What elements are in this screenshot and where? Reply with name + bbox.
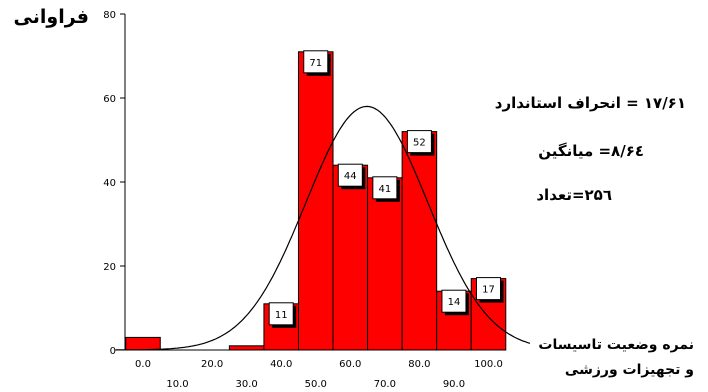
histogram-bar <box>367 177 403 351</box>
bar-label-box <box>303 50 329 74</box>
bar-label-text: 52 <box>413 138 426 149</box>
y-tick-label: 0 <box>110 346 116 357</box>
y-tick-label: 60 <box>103 94 116 105</box>
y-tick-label: 40 <box>103 178 116 189</box>
bar-label-box <box>476 277 501 301</box>
y-tick-label: 80 <box>103 10 116 21</box>
bar-label-text: 71 <box>309 58 322 69</box>
bar-label-text: 44 <box>344 171 357 182</box>
bar-label-text: 41 <box>378 184 391 195</box>
x-tick-label: 30.0 <box>236 379 258 390</box>
x-tick-label: 0.0 <box>135 359 151 370</box>
bar-label-box <box>372 176 398 200</box>
bar-value-label: 11 <box>268 302 297 328</box>
x-axis-label-line1: نمره وضعیت تاسیسات <box>538 337 694 353</box>
std-dev-stat: ۱۷/۶۱ = انحراف استاندارد <box>494 94 686 112</box>
x-tick-label: 50.0 <box>305 379 327 390</box>
bar-value-label: 41 <box>372 176 400 202</box>
histogram-bar <box>228 345 265 351</box>
bar-label-text: 14 <box>448 297 461 308</box>
x-tick-label: 70.0 <box>374 379 396 390</box>
x-tick-label: 60.0 <box>339 359 361 370</box>
histogram-bar <box>297 51 334 351</box>
bar-value-label: 17 <box>476 277 504 303</box>
x-tick-label: 10.0 <box>166 379 188 390</box>
bar-label-text: 11 <box>275 310 288 321</box>
bar-label-text: 17 <box>482 285 495 296</box>
x-tick-label: 80.0 <box>408 359 430 370</box>
bar-value-label: 44 <box>337 163 366 190</box>
bar-value-label: 52 <box>406 130 435 156</box>
x-tick-label: 40.0 <box>270 359 292 370</box>
histogram-bar <box>125 336 161 351</box>
y-axis-label: فراوانی <box>13 6 89 28</box>
mean-stat: ۶٤/۸= میانگین <box>538 142 644 160</box>
histogram-bar <box>401 131 438 351</box>
x-axis-label-line2: و تجهیزات ورزشی <box>564 362 694 378</box>
count-stat: ۲۵٦=تعداد <box>536 186 612 204</box>
bar-label-box <box>337 163 363 187</box>
normal-curve <box>115 105 531 351</box>
bar-label-box <box>406 130 432 154</box>
x-tick-label: 100.0 <box>474 359 503 370</box>
bar-label-box <box>441 289 467 313</box>
bar-value-label: 71 <box>303 50 331 76</box>
bar-label-box <box>268 302 294 326</box>
y-tick-label: 20 <box>103 262 116 273</box>
histogram-bar <box>332 164 369 351</box>
bar-value-label: 14 <box>441 289 469 316</box>
x-tick-label: 20.0 <box>201 359 223 370</box>
x-tick-label: 90.0 <box>443 379 465 390</box>
